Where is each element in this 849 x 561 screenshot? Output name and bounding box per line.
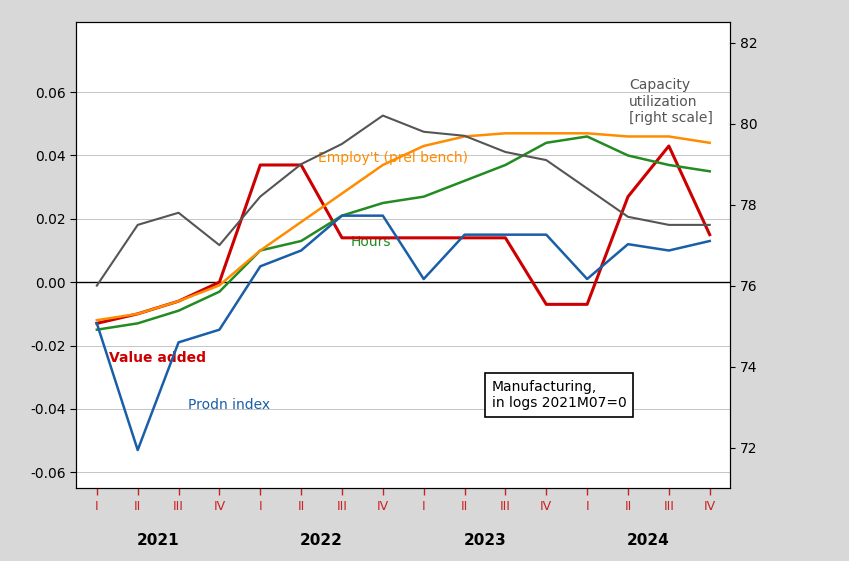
- Text: Value added: Value added: [109, 351, 206, 365]
- Text: 2024: 2024: [627, 532, 670, 548]
- Text: Employ't (prel bench): Employ't (prel bench): [318, 151, 469, 165]
- Text: 2023: 2023: [464, 532, 506, 548]
- Text: Manufacturing,
in logs 2021M07=0: Manufacturing, in logs 2021M07=0: [492, 380, 627, 410]
- Text: Hours: Hours: [351, 235, 391, 249]
- Text: Capacity
utilization
[right scale]: Capacity utilization [right scale]: [629, 79, 712, 125]
- Text: Prodn index: Prodn index: [188, 398, 270, 412]
- Text: 2021: 2021: [137, 532, 179, 548]
- Text: 2022: 2022: [300, 532, 343, 548]
